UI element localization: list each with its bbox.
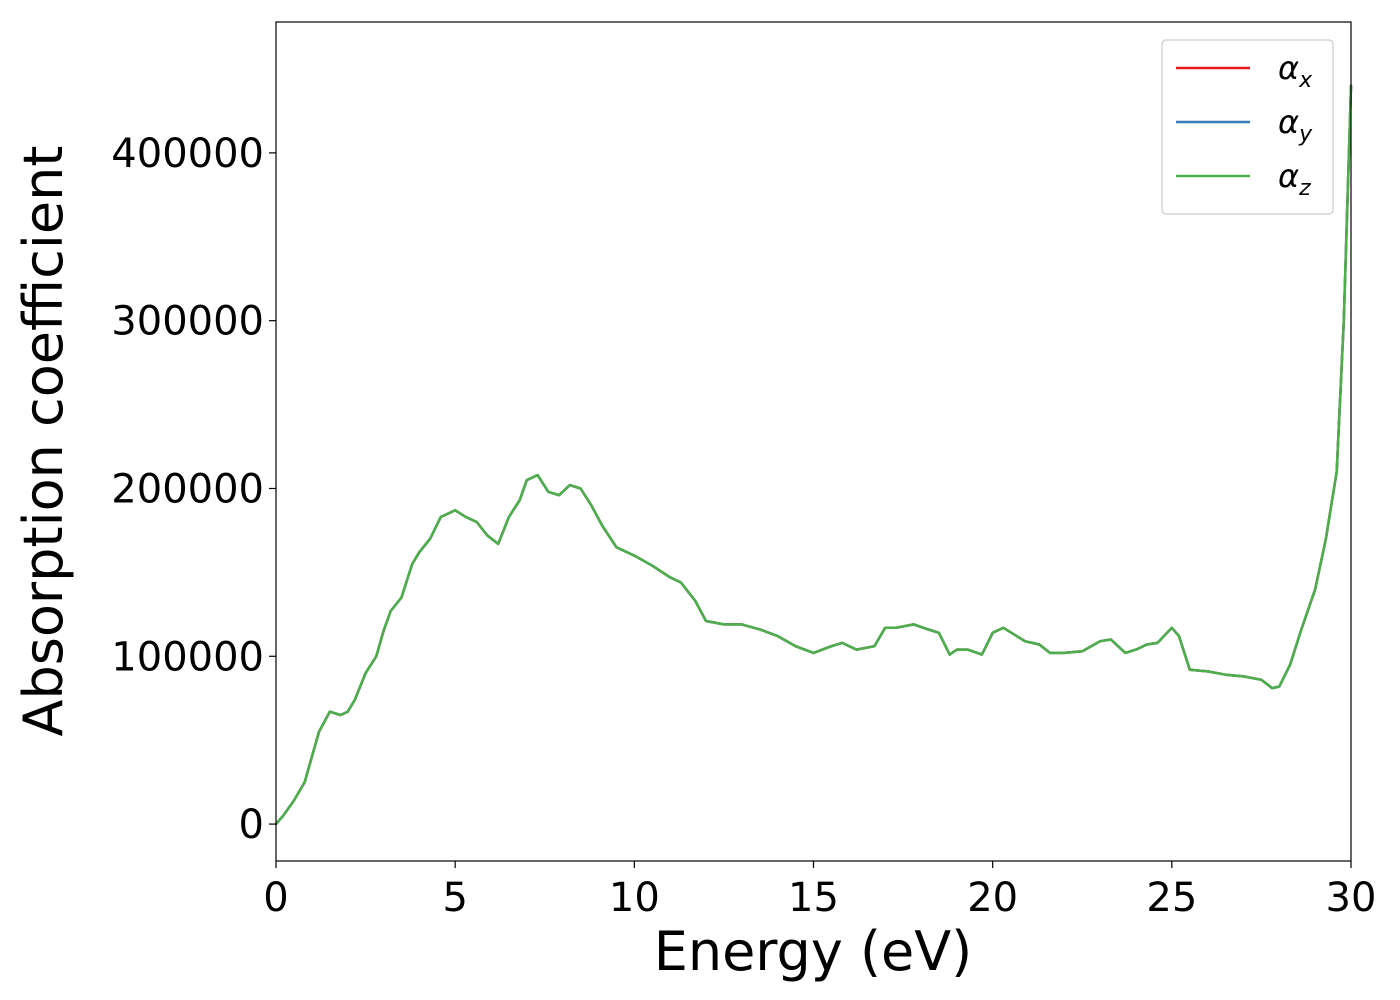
x-tick-label: 10 (609, 875, 660, 921)
y-axis-label: Absorption coefficient (12, 146, 75, 737)
legend-label-x: αx (1278, 49, 1313, 93)
x-tick-label: 25 (1146, 875, 1197, 921)
x-tick-label: 15 (788, 875, 839, 921)
y-axis-ticks: 0 100000 200000 300000 400000 (111, 131, 276, 848)
y-tick-label: 200000 (111, 466, 264, 512)
x-axis-ticks: 0 5 10 15 20 25 30 (263, 861, 1376, 921)
series-line-z (274, 84, 1353, 826)
x-tick-label: 30 (1326, 875, 1377, 921)
y-tick-label: 300000 (111, 299, 264, 345)
legend: αx αy αz (1161, 39, 1334, 215)
x-tick-label: 5 (442, 875, 467, 921)
x-tick-label: 0 (263, 875, 288, 921)
legend-box (1161, 39, 1334, 215)
y-tick-label: 400000 (111, 131, 264, 177)
x-tick-label: 20 (967, 875, 1018, 921)
legend-label-y: αy (1278, 103, 1313, 147)
x-axis-label: Energy (eV) (654, 920, 973, 983)
legend-label-z: αz (1278, 157, 1311, 201)
series-group (274, 84, 1353, 826)
y-tick-label: 0 (239, 802, 264, 848)
y-tick-label: 100000 (111, 634, 264, 680)
